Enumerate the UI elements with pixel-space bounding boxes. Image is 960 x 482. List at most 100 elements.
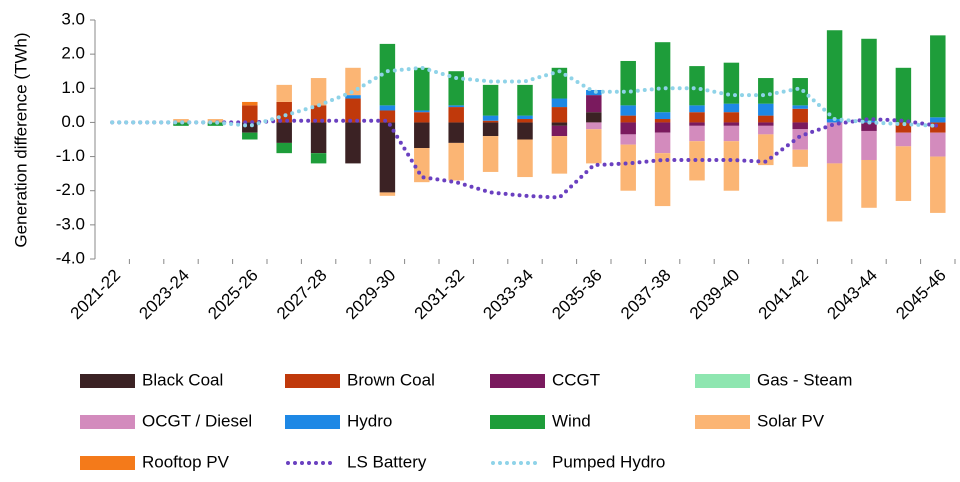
y-tick-label: 2.0 [61,44,85,63]
bar-segment [448,107,464,123]
bar-segment [379,105,396,111]
y-tick-label: 0.0 [61,112,85,131]
bar-segment [586,129,602,164]
bar-segment [207,122,224,126]
bar-segment [276,122,292,143]
bar-segment [586,95,602,113]
bar-segment [173,122,189,126]
bar-segment [620,134,636,145]
y-tick-label: 1.0 [61,78,85,97]
legend-swatch [490,374,545,388]
bar-segment [826,122,843,164]
bar-segment [448,122,464,143]
legend-swatch [80,415,135,429]
bar-segment [310,122,327,154]
bar-segment [242,101,258,106]
x-tick-label: 2023-24 [135,266,193,324]
bar-segment [895,122,912,133]
bar-segment [930,35,946,118]
bar-segment [723,103,740,113]
x-tick-label: 2033-34 [479,266,537,324]
bar-segment [517,115,533,120]
bar-segment [895,146,912,201]
x-tick-label: 2031-32 [411,266,469,324]
bar-segment [792,78,808,106]
bar-segment [620,105,636,116]
bar-segment [826,30,843,120]
bar-segment [861,159,877,208]
x-tick-label: 2039-40 [686,266,744,324]
legend-swatch [285,374,340,388]
bar-segment [792,122,808,130]
bar-segment [414,67,430,111]
bar-segment [758,115,774,123]
bar-segment [482,84,499,116]
bar-segment [792,105,808,109]
x-tick-label: 2021-22 [67,266,125,324]
bar-segment [620,122,636,135]
bar-segment [414,112,430,123]
bar-segment [379,122,396,193]
bar-segment [414,110,430,113]
bar-segment [551,136,568,174]
bar-segment [310,105,327,123]
bar-segment [482,120,499,123]
y-axis-label: Generation difference (TWh) [11,32,30,247]
bar-segment [586,89,602,96]
bar-segment [448,71,464,106]
bar-segment [242,122,258,133]
y-tick-label: -3.0 [56,214,85,233]
bar-segment [930,122,946,133]
bar-segment [586,122,602,130]
bar-segment [930,156,946,213]
bar-segment [517,119,533,123]
bar-segment [517,84,533,116]
line-series [110,65,940,128]
bar-segment [276,142,292,154]
legend-label: Brown Coal [347,370,435,389]
bar-segment [689,112,705,123]
bar-segment [345,98,361,123]
line-series [110,117,940,200]
bar-segment [758,103,774,116]
legend-label: OCGT / Diesel [142,411,252,430]
y-tick-label: -2.0 [56,180,85,199]
legend-label: Wind [552,411,591,430]
legend-label: CCGT [552,370,600,389]
bar-segment [379,43,396,106]
bar-segment [448,142,464,181]
bar-segment [895,67,912,123]
bar-segment [482,136,499,172]
bar-segment [276,101,292,123]
bar-segment [758,78,774,104]
legend-label: Hydro [347,411,392,430]
bar-segment [654,122,671,133]
bar-segment [517,122,533,140]
bar-segment [448,105,464,108]
bar-segment [586,112,602,123]
bar-segment [723,112,740,123]
bar-segment [379,110,396,123]
x-tick-label: 2045-46 [892,266,950,324]
bar-segment [723,141,740,191]
legend-swatch [80,456,135,470]
bar-segment [723,62,740,104]
bar-segment [310,153,327,164]
bar-segment [689,66,705,106]
bar-segment [895,132,912,147]
bar-segment [689,122,705,126]
bar-segment [792,149,808,167]
x-tick-label: 2027-28 [273,266,331,324]
bar-segment [242,105,258,123]
bar-segment [723,122,740,126]
y-tick-label: 3.0 [61,9,85,28]
bar-segment [173,119,189,123]
bar-segment [379,192,396,196]
bar-segment [620,60,636,106]
x-tick-label: 2025-26 [204,266,262,324]
bar-segment [654,42,671,113]
bar-segment [207,119,224,123]
legend-swatch [285,415,340,429]
legend-label: Solar PV [757,411,825,430]
